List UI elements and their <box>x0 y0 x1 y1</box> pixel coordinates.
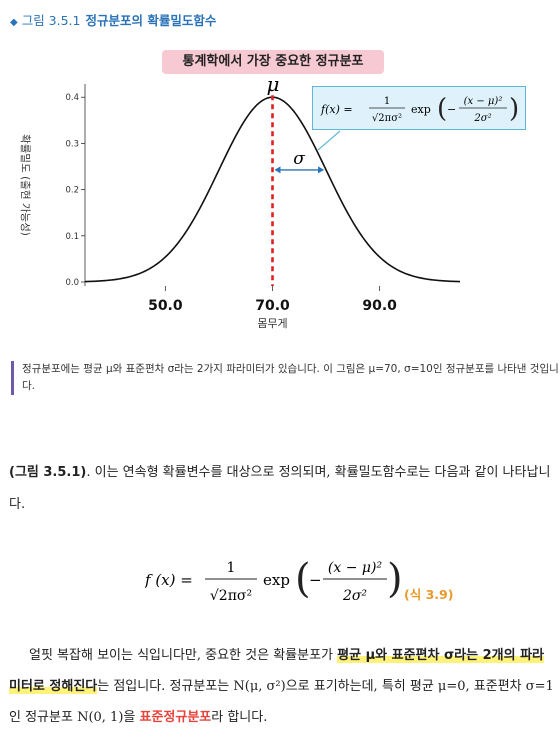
sigma-arrow-head-left <box>274 166 281 174</box>
y-tick-label: 0.4 <box>65 93 79 103</box>
equation-paren-left: ( <box>295 556 311 602</box>
diamond-icon: ◆ <box>10 17 18 28</box>
formula-paren-left: ( <box>437 94 447 124</box>
mu-label: μ <box>267 72 280 96</box>
pdf-equation: f (x) = 1 √2πσ² exp ( − (x − μ)² 2σ² ) <box>144 548 405 612</box>
x-tick-label: 90.0 <box>362 298 397 314</box>
formula-minus: − <box>447 103 456 116</box>
figure-reference: (그림 3.5.1) <box>9 465 87 480</box>
equation-label: (식 3.9) <box>404 587 454 602</box>
y-axis: 0.0 0.1 0.2 0.3 0.4 <box>65 84 86 288</box>
paragraph-explanation: 얼핏 복잡해 보이는 식입니다만, 중요한 것은 확률분포가 평균 μ와 표준편… <box>9 640 554 733</box>
figure-note: 정규분포에는 평균 μ와 표준편차 σ라는 2가지 파라미터가 있습니다. 이 … <box>11 361 560 395</box>
formula-den: √2πσ² <box>372 113 402 124</box>
formula-callout: f(x) = 1 √2πσ² exp ( − (x − μ)² 2σ² ) <box>312 86 526 130</box>
y-axis-label: 확률밀도 (출현 가능성) <box>19 134 32 236</box>
paragraph-text-2: 는 점입니다. 정규분포는 N(μ, σ²)으로 표기하는데, 특히 평균 μ=… <box>9 679 554 725</box>
y-tick-label: 0.0 <box>65 278 79 288</box>
formula-svg: f(x) = 1 √2πσ² exp ( − (x − μ)² 2σ² ) <box>320 94 519 124</box>
formula-lhs: f(x) = <box>320 103 353 116</box>
normal-distribution-chart: 0.0 0.1 0.2 0.3 0.4 50.0 70.0 90.0 μ σ 확률밀도 (출… <box>19 72 461 330</box>
sigma-label: σ <box>293 149 305 169</box>
x-tick-label: 70.0 <box>255 298 290 314</box>
callout-line <box>317 130 341 151</box>
paragraph-text-3: 라 합니다. <box>211 710 268 725</box>
figure-number: 그림 3.5.1 <box>21 13 81 28</box>
equation-exp: exp <box>263 571 290 589</box>
equation-lhs: f (x) = <box>145 571 193 589</box>
formula-inner-den: 2σ² <box>473 113 491 124</box>
formula-inner-num: (x − μ)² <box>464 96 503 107</box>
chart-title: 통계학에서 가장 중요한 정규분포 <box>162 50 384 74</box>
y-tick-label: 0.3 <box>65 139 79 149</box>
formula-exp: exp <box>411 103 431 116</box>
equation-minus: − <box>309 571 322 589</box>
formula-paren-right: ) <box>509 94 519 124</box>
formula-num: 1 <box>384 96 390 107</box>
equation-paren-right: ) <box>387 556 403 602</box>
figure-caption: ◆ 그림 3.5.1 정규분포의 확률밀도함수 <box>10 10 216 29</box>
figure-title: 정규분포의 확률밀도함수 <box>85 13 217 28</box>
x-axis-label: 몸무게 <box>257 317 287 330</box>
paragraph-text-1: 얼핏 복잡해 보이는 식입니다만, 중요한 것은 확률분포가 <box>29 648 338 663</box>
x-tick-label: 50.0 <box>148 298 183 314</box>
sigma-arrow-head-right <box>318 166 325 174</box>
y-tick-label: 0.2 <box>65 186 79 196</box>
paragraph-intro-text: . 이는 연속형 확률변수를 대상으로 정의되며, 확률밀도함수로는 다음과 같… <box>9 465 551 512</box>
standard-normal-term: 표준정규분포 <box>139 710 212 725</box>
equation-svg: f (x) = 1 √2πσ² exp ( − (x − μ)² 2σ² ) <box>144 556 403 604</box>
paragraph-intro: (그림 3.5.1). 이는 연속형 확률변수를 대상으로 정의되며, 확률밀도… <box>9 457 554 521</box>
x-axis: 50.0 70.0 90.0 <box>148 286 397 314</box>
equation-inner-den: 2σ² <box>342 588 367 604</box>
equation-den: √2πσ² <box>210 588 252 604</box>
equation-num: 1 <box>227 560 236 576</box>
equation-inner-num: (x − μ)² <box>328 560 383 576</box>
y-tick-label: 0.1 <box>65 232 79 242</box>
